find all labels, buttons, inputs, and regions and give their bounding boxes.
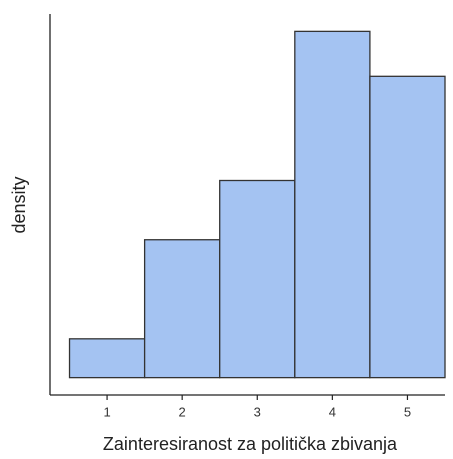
x-tick-label: 3 xyxy=(254,404,261,419)
bar xyxy=(294,30,371,379)
bar xyxy=(219,179,296,379)
y-axis-title: density xyxy=(9,176,29,233)
x-tick-label: 2 xyxy=(179,404,186,419)
x-tick-label: 4 xyxy=(329,404,336,419)
bar xyxy=(369,75,446,379)
bar xyxy=(143,239,221,379)
x-tick-label: 1 xyxy=(103,404,110,419)
x-axis-title: Zainteresiranost za politička zbivanja xyxy=(103,434,398,454)
bar xyxy=(68,338,146,379)
x-tick-label: 5 xyxy=(404,404,411,419)
